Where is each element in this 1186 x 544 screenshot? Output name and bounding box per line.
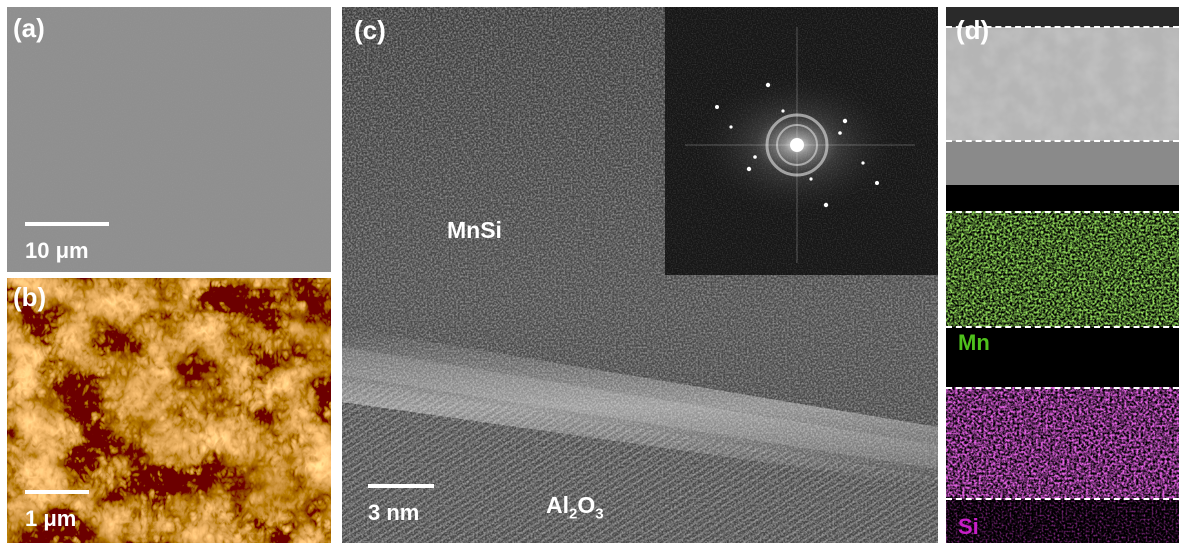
panel-d-label: (d) [956,15,990,45]
si-label: Si [958,514,979,539]
mn-label: Mn [958,330,990,355]
panel-c-scalebar [368,484,434,488]
haadf-top-boundary [946,26,1179,28]
si-bottom-boundary [946,498,1179,500]
panel-b-label: (b) [13,282,47,312]
panel-a: (a) 10 μm [7,7,331,272]
si-top-boundary [946,387,1179,389]
haadf-image: (d) [946,7,1179,185]
panel-a-scale-text: 10 μm [25,238,89,263]
si-eds-map: Si [946,361,1179,543]
panel-a-label: (a) [13,13,45,43]
panel-b: (b) 1 μm [7,278,331,543]
panel-b-afm-image [7,278,331,543]
mn-bottom-boundary [946,326,1179,328]
panel-a-scalebar [25,222,109,226]
layer-label-mnsi: MnSi [447,217,502,243]
fft-inset [665,7,938,275]
panel-d: (d) Mn [946,7,1179,543]
panel-c-label: (c) [354,15,386,45]
panel-c: (c) MnSi Al2O3 3 nm [342,7,938,543]
mn-top-boundary [946,211,1179,213]
panel-b-scale-text: 1 μm [25,506,77,531]
panel-b-scalebar [25,490,89,494]
mn-eds-map: Mn [946,185,1179,361]
fft-pattern [665,7,938,275]
panel-c-scale-text: 3 nm [368,500,420,525]
layer-label-al2o3: Al2O3 [546,492,604,523]
panel-a-texture [7,7,331,272]
haadf-bottom-boundary [946,140,1179,142]
